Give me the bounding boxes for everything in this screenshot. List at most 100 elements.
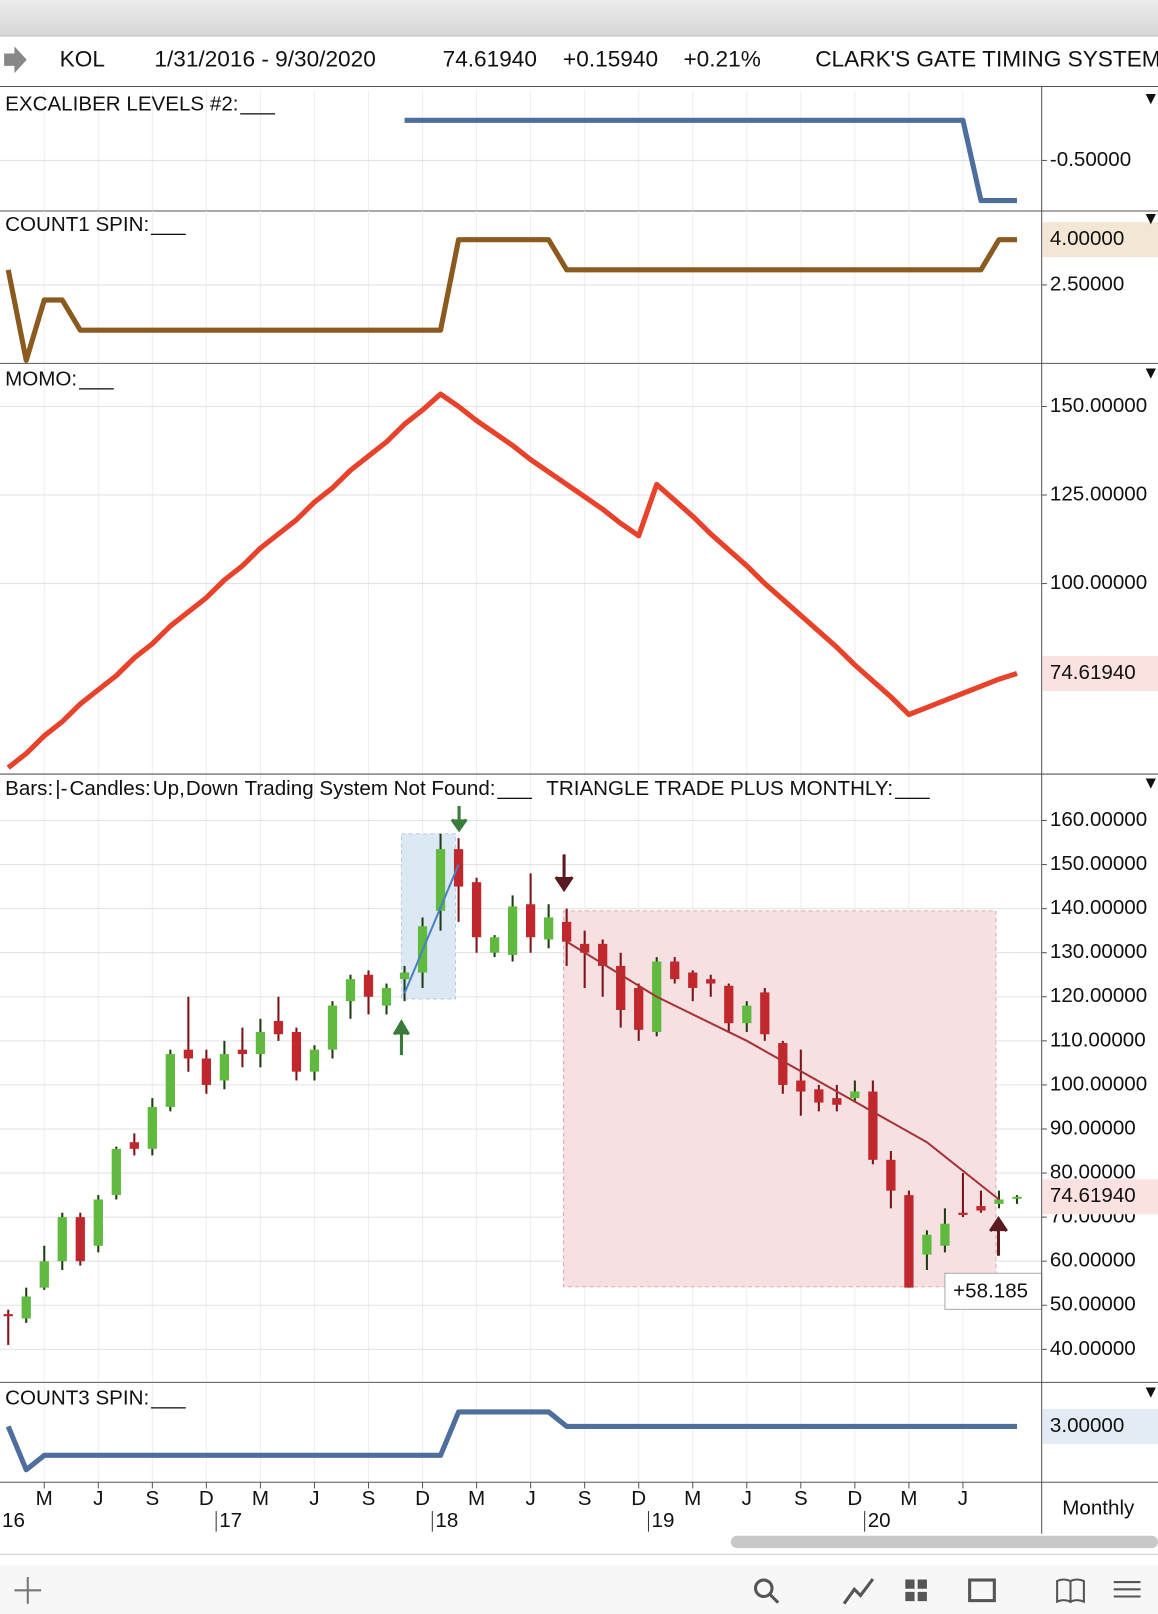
- x-tick-label: S: [578, 1487, 592, 1510]
- book-button[interactable]: [1056, 1578, 1085, 1604]
- legend-text: Up: [153, 777, 179, 800]
- profit-box: [944, 1272, 1043, 1310]
- candle-body: [75, 1217, 85, 1262]
- year-label: 17: [219, 1509, 242, 1532]
- x-tick-label: M: [900, 1487, 917, 1510]
- change: +0.15940: [563, 47, 658, 72]
- y-tick-label: 150.00000: [1050, 852, 1147, 875]
- last-value-box: [1042, 655, 1158, 691]
- candle-body: [129, 1142, 139, 1149]
- candle-body: [616, 965, 626, 1010]
- search-button[interactable]: [753, 1578, 774, 1599]
- candle-body: [742, 1005, 752, 1024]
- panel-menu: ▾: [1146, 361, 1157, 384]
- candle-body: [93, 1199, 103, 1246]
- x-tick-label: D: [631, 1487, 646, 1510]
- candle-body: [940, 1223, 950, 1246]
- last-value-label: 74.61940: [1050, 1184, 1136, 1207]
- candle-body: [471, 882, 482, 938]
- y-tick-label: 100.00000: [1050, 571, 1147, 594]
- candle-body: [309, 1049, 320, 1072]
- candle-body: [345, 979, 356, 1002]
- candle-body: [111, 1148, 121, 1196]
- candle-body: [850, 1091, 860, 1099]
- legend-text: TRIANGLE TRADE PLUS MONTHLY:: [546, 777, 893, 800]
- candle-body: [435, 849, 446, 911]
- layout-button[interactable]: [905, 1579, 927, 1602]
- plot-area: [0, 90, 1042, 212]
- candle-body: [778, 1043, 788, 1085]
- legend-text: ___: [497, 777, 533, 800]
- candle-body: [21, 1296, 31, 1319]
- x-tick-label: J: [742, 1487, 752, 1510]
- panel-menu: ▾: [1146, 771, 1157, 794]
- sell-arrow: [450, 805, 468, 833]
- series-line: [5, 1409, 1017, 1473]
- x-tick-label: D: [199, 1487, 214, 1510]
- x-tick-label: J: [309, 1487, 319, 1510]
- legend-text: ,: [179, 777, 185, 800]
- arrow-icon[interactable]: [4, 46, 27, 74]
- candle-body: [57, 1217, 67, 1262]
- title-bar: [0, 0, 1158, 37]
- candle-body: [796, 1080, 806, 1092]
- menu-button[interactable]: [1113, 1581, 1141, 1598]
- y-tick-label: 150.00000: [1050, 394, 1147, 417]
- x-tick-label: M: [36, 1487, 53, 1510]
- year-label: 16: [2, 1509, 25, 1532]
- candle-body: [381, 987, 392, 1006]
- last-value-label: 4.00000: [1050, 227, 1124, 250]
- signal-arrows: [392, 805, 1008, 1256]
- legend-text: ___: [150, 1386, 186, 1409]
- x-tick-label: S: [362, 1487, 376, 1510]
- candle-body: [363, 974, 374, 997]
- legend-text: EXCALIBER LEVELS #2:: [5, 92, 238, 115]
- candle-body: [814, 1089, 824, 1103]
- y-tick-label: -0.50000: [1050, 148, 1131, 171]
- legend-text: ___: [150, 213, 186, 236]
- candle-body: [598, 943, 608, 966]
- x-tick-label: M: [468, 1487, 485, 1510]
- last-value-label: 3.00000: [1050, 1414, 1124, 1437]
- series-line: [5, 237, 1017, 363]
- candle-body: [994, 1199, 1004, 1204]
- series-line: [6, 391, 1018, 770]
- legend-text: Trading System Not Found:: [245, 777, 496, 800]
- window-button[interactable]: [968, 1578, 996, 1603]
- plot-area: [5, 1384, 1017, 1483]
- legend-text: Bars:: [5, 777, 53, 800]
- candle-body: [562, 921, 572, 942]
- period-button[interactable]: Monthly: [1062, 1496, 1135, 1519]
- legend-text: ___: [240, 92, 276, 115]
- candle-body: [237, 1049, 248, 1055]
- candle-body: [489, 937, 500, 953]
- candle-body: [904, 1195, 914, 1288]
- scrollbar[interactable]: [730, 1535, 1158, 1549]
- add-button[interactable]: [14, 1576, 42, 1604]
- legend-text: MOMO:: [5, 367, 77, 390]
- candle-body: [580, 943, 590, 953]
- legend-text: Candles:: [69, 777, 150, 800]
- buy-arrow: [988, 1215, 1008, 1256]
- candle-body: [670, 961, 680, 980]
- candle-body: [183, 1049, 193, 1059]
- candle-body: [273, 1021, 284, 1035]
- candle-body: [3, 1314, 13, 1317]
- candle-body: [219, 1054, 230, 1081]
- plot-area: [0, 365, 1042, 775]
- candle-body: [1012, 1196, 1022, 1199]
- panel: 2.50000 4.00000 COUNT1 SPIN: ___ ▾: [0, 207, 1158, 364]
- indicator-button[interactable]: [842, 1578, 875, 1605]
- date-range: 1/31/2016 - 9/30/2020: [154, 47, 375, 72]
- candle-body: [544, 917, 554, 940]
- last-value-box: [1042, 222, 1158, 258]
- system-name: CLARK'S GATE TIMING SYSTEM: [815, 47, 1158, 72]
- trend-line: [566, 940, 1000, 1201]
- x-tick-label: M: [684, 1487, 701, 1510]
- legend-text: COUNT1 SPIN:: [5, 213, 149, 236]
- search-handle: [768, 1593, 780, 1604]
- x-tick-label: D: [847, 1487, 862, 1510]
- x-tick-label: J: [958, 1487, 968, 1510]
- y-tick-label: 60.00000: [1050, 1249, 1136, 1272]
